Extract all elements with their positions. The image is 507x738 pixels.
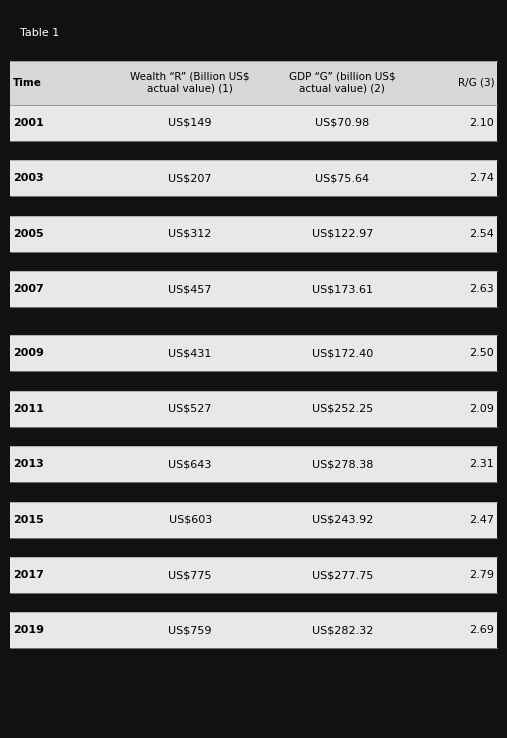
Text: 2013: 2013 [13, 459, 44, 469]
Text: 2.69: 2.69 [469, 626, 494, 635]
Text: 2.50: 2.50 [469, 348, 494, 359]
Text: US$277.75: US$277.75 [311, 570, 373, 580]
Text: 2003: 2003 [13, 173, 43, 183]
Text: Table 1: Table 1 [20, 28, 59, 38]
Text: US$431: US$431 [168, 348, 212, 359]
Text: US$312: US$312 [168, 229, 212, 238]
Text: R/G (3): R/G (3) [458, 77, 494, 88]
Text: 2.63: 2.63 [469, 284, 494, 294]
Text: 2017: 2017 [13, 570, 44, 580]
Text: 2.10: 2.10 [469, 118, 494, 128]
Text: 2009: 2009 [13, 348, 44, 359]
Text: US$527: US$527 [168, 404, 212, 414]
Text: 2.54: 2.54 [469, 229, 494, 238]
Text: 2007: 2007 [13, 284, 44, 294]
Text: GDP “G” (billion US$
actual value) (2): GDP “G” (billion US$ actual value) (2) [289, 72, 395, 94]
Text: US$282.32: US$282.32 [311, 626, 373, 635]
Text: US$75.64: US$75.64 [315, 173, 369, 183]
Text: 2.09: 2.09 [469, 404, 494, 414]
Text: 2.31: 2.31 [469, 459, 494, 469]
Text: US$172.40: US$172.40 [312, 348, 373, 359]
Text: 2001: 2001 [13, 118, 44, 128]
Text: Wealth “R” (Billion US$
actual value) (1): Wealth “R” (Billion US$ actual value) (1… [130, 72, 250, 94]
Text: US$457: US$457 [168, 284, 212, 294]
Text: US$122.97: US$122.97 [311, 229, 373, 238]
Text: US$70.98: US$70.98 [315, 118, 370, 128]
Text: US$173.61: US$173.61 [312, 284, 373, 294]
Text: 2011: 2011 [13, 404, 44, 414]
Text: US$643: US$643 [168, 459, 212, 469]
Text: 2.47: 2.47 [469, 514, 494, 525]
Text: US$252.25: US$252.25 [312, 404, 373, 414]
Text: 2005: 2005 [13, 229, 43, 238]
Text: 2015: 2015 [13, 514, 44, 525]
Text: 2.79: 2.79 [469, 570, 494, 580]
Text: 2.74: 2.74 [469, 173, 494, 183]
Text: US$207: US$207 [168, 173, 212, 183]
Text: US$149: US$149 [168, 118, 212, 128]
Text: US$278.38: US$278.38 [311, 459, 373, 469]
Text: Time: Time [13, 77, 42, 88]
Text: US$243.92: US$243.92 [311, 514, 373, 525]
Text: US$603: US$603 [168, 514, 212, 525]
Text: US$759: US$759 [168, 626, 212, 635]
Text: US$775: US$775 [168, 570, 212, 580]
Text: 2019: 2019 [13, 626, 44, 635]
